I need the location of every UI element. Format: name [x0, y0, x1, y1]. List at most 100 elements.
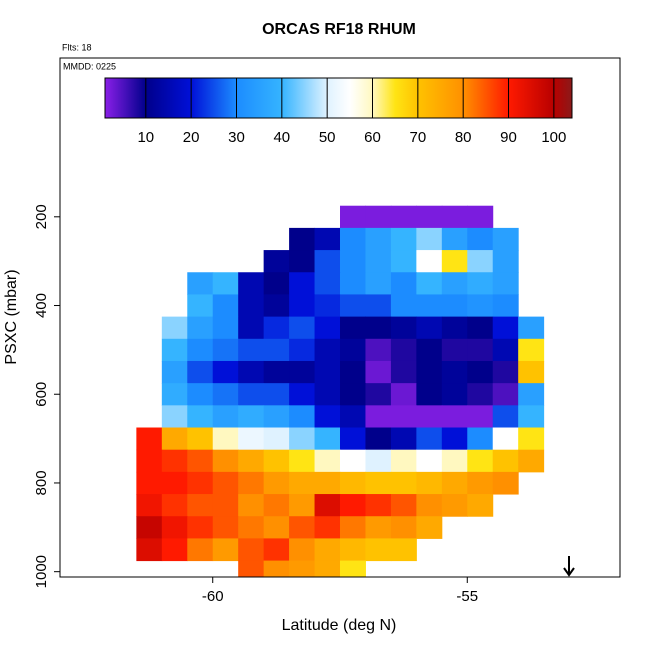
heatmap-cell [340, 449, 366, 473]
heatmap-cell [187, 471, 214, 495]
heatmap-cell [263, 471, 290, 495]
heatmap-cell [289, 494, 316, 517]
heatmap-cell [365, 272, 392, 295]
heatmap-cell [416, 338, 443, 362]
heatmap-cell [187, 405, 214, 429]
heatmap-cell [289, 516, 316, 539]
heatmap-cell [390, 427, 417, 451]
heatmap-cell [416, 272, 443, 295]
heatmap-cell [238, 338, 265, 362]
heatmap-cell [518, 338, 545, 362]
heatmap-cell [238, 360, 265, 384]
heatmap-cell [314, 494, 341, 517]
heatmap-cell [441, 471, 468, 495]
heatmap-cell [365, 516, 392, 539]
heatmap-cell [365, 538, 392, 562]
heatmap-cell [365, 471, 392, 495]
heatmap [136, 205, 545, 577]
heatmap-cell [416, 471, 443, 495]
heatmap-cell [212, 383, 239, 406]
heatmap-cell [263, 427, 290, 451]
heatmap-cell [365, 494, 392, 517]
heatmap-cell [441, 405, 468, 429]
colorbar-tick-label: 10 [137, 129, 154, 146]
heatmap-cell [340, 538, 366, 562]
heatmap-cell [467, 360, 494, 384]
heatmap-cell [263, 449, 290, 473]
colorbar-tick-label: 30 [228, 129, 245, 146]
heatmap-cell [314, 427, 341, 451]
heatmap-cell [492, 316, 519, 340]
heatmap-cell [314, 250, 341, 273]
heatmap-cell [441, 205, 468, 229]
heatmap-cell [365, 227, 392, 251]
heatmap-cell [492, 294, 519, 318]
colorbar-tick-label: 80 [455, 129, 472, 146]
heatmap-cell [416, 449, 443, 473]
heatmap-cell [467, 338, 494, 362]
heatmap-cell [390, 383, 417, 406]
plot-frame [59, 57, 621, 578]
heatmap-cell [390, 471, 417, 495]
heatmap-cell [161, 360, 188, 384]
heatmap-cell [263, 360, 290, 384]
heatmap-cell [314, 294, 341, 318]
heatmap-cell [467, 205, 494, 229]
heatmap-cell [416, 360, 443, 384]
heatmap-cell [416, 205, 443, 229]
heatmap-cell [238, 494, 265, 517]
heatmap-cell [365, 294, 392, 318]
heatmap-cell [161, 471, 188, 495]
heatmap-cell [314, 538, 341, 562]
heatmap-cell [289, 360, 316, 384]
heatmap-cell [263, 250, 290, 273]
heatmap-cell [238, 272, 265, 295]
y-tick-label: 800 [33, 470, 50, 495]
heatmap-cell [467, 272, 494, 295]
heatmap-cell [263, 405, 290, 429]
heatmap-cell [492, 250, 519, 273]
heatmap-cell [263, 538, 290, 562]
heatmap-cell [314, 338, 341, 362]
heatmap-cell [212, 338, 239, 362]
heatmap-cell [518, 360, 545, 384]
heatmap-cell [365, 316, 392, 340]
heatmap-cell [492, 338, 519, 362]
heatmap-cell [340, 494, 366, 517]
heatmap-cell [263, 560, 290, 577]
heatmap-cell [238, 560, 265, 577]
heatmap-cell [136, 516, 163, 539]
heatmap-cell [340, 427, 366, 451]
y-axis-label: PSXC (mbar) [3, 269, 20, 364]
heatmap-cell [518, 427, 545, 451]
heatmap-cell [263, 383, 290, 406]
heatmap-cell [390, 516, 417, 539]
heatmap-cell [441, 272, 468, 295]
heatmap-cell [416, 316, 443, 340]
heatmap-cell [314, 360, 341, 384]
heatmap-cell [441, 294, 468, 318]
y-tick-label: 1000 [33, 555, 50, 588]
heatmap-cell [263, 494, 290, 517]
colorbar-tick-label: 50 [319, 129, 336, 146]
heatmap-cell [238, 405, 265, 429]
heatmap-cell [441, 360, 468, 384]
heatmap-cell [212, 427, 239, 451]
heatmap-cell [416, 516, 443, 539]
colorbar-tick-label: 100 [541, 129, 566, 146]
heatmap-cell [238, 516, 265, 539]
heatmap-cell [390, 405, 417, 429]
heatmap-cell [390, 316, 417, 340]
heatmap-cell [416, 427, 443, 451]
heatmap-cell [314, 405, 341, 429]
heatmap-cell [289, 383, 316, 406]
arrow [563, 556, 575, 577]
heatmap-cell [187, 449, 214, 473]
heatmap-cell [289, 427, 316, 451]
heatmap-cell [136, 427, 163, 451]
heatmap-cell [238, 449, 265, 473]
heatmap-cell [340, 294, 366, 318]
heatmap-cell [289, 272, 316, 295]
heatmap-cell [492, 471, 519, 495]
heatmap-cell [238, 538, 265, 562]
